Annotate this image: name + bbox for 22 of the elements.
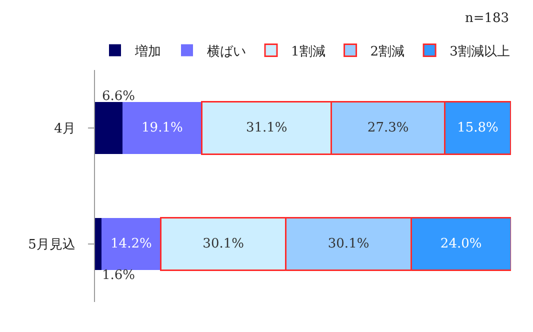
legend-label: 増加	[134, 43, 161, 60]
text: n=183	[465, 11, 510, 26]
data-label: 24.0%	[440, 236, 482, 252]
bar	[95, 102, 122, 154]
data-label: 1.6%	[102, 268, 136, 283]
data-label: 14.2%	[110, 236, 152, 252]
y-tick-label: 4月	[54, 122, 76, 137]
legend-label: 3割減以上	[450, 44, 510, 60]
data-label: 30.1%	[328, 236, 370, 252]
bar	[122, 102, 202, 154]
data-label: 19.1%	[142, 120, 183, 136]
legend-label: 2割減	[370, 44, 405, 60]
bar	[102, 218, 161, 270]
y-tick-label: 5月見込	[28, 238, 76, 253]
legend-label: 1割減	[291, 44, 326, 60]
data-label: 31.1%	[246, 120, 288, 136]
data-label: 15.8%	[457, 120, 498, 136]
bar	[95, 218, 102, 270]
legend-label: 横ばい	[207, 44, 246, 60]
data-label: 30.1%	[202, 236, 244, 252]
data-label: 6.6%	[102, 89, 136, 104]
data-label: 27.3%	[367, 120, 409, 136]
